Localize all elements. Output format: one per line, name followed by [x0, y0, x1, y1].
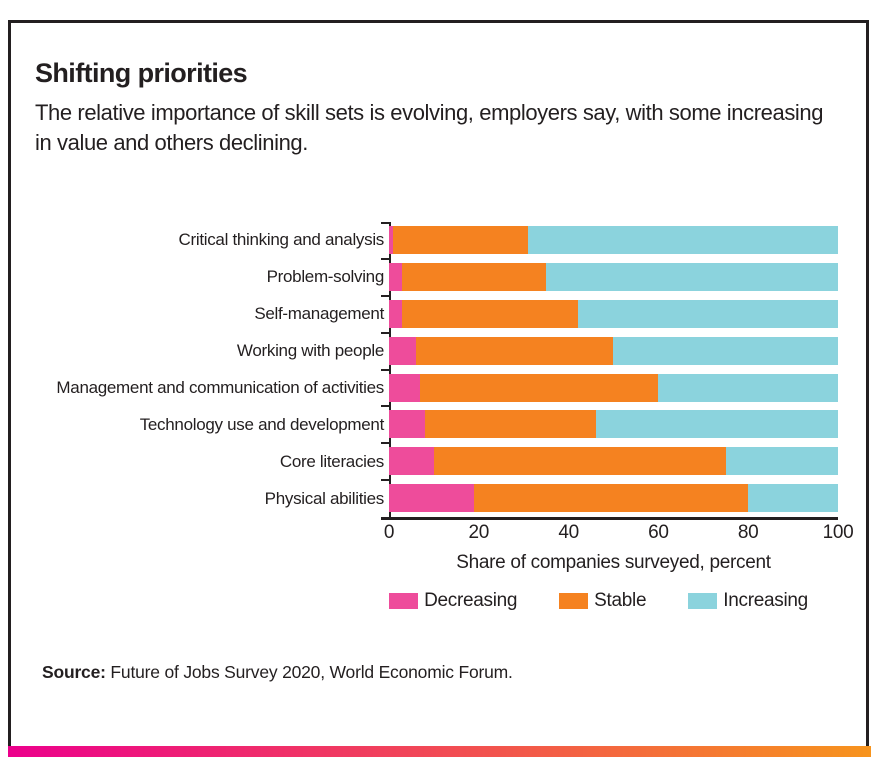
category-label: Management and communication of activiti…	[56, 377, 384, 397]
bar-track	[389, 373, 838, 402]
x-tick-label: 100	[822, 522, 854, 543]
bar-segment-decreasing	[389, 336, 416, 365]
chart-row: Self-management	[38, 296, 838, 333]
bar-segment-decreasing	[389, 226, 394, 254]
bar-segment-stable	[433, 447, 726, 476]
y-axis-tick	[381, 442, 389, 445]
category-label: Physical abilities	[264, 488, 385, 508]
bar-segment-decreasing	[389, 410, 425, 439]
legend-label: Increasing	[723, 590, 808, 611]
legend-label: Decreasing	[424, 590, 518, 611]
legend-item-decreasing: Decreasing	[389, 590, 517, 612]
bar-segment-stable	[420, 373, 659, 402]
bar-segment-decreasing	[389, 299, 403, 328]
legend-label: Stable	[594, 590, 647, 611]
bar-track	[389, 299, 838, 328]
bar-track	[389, 484, 838, 513]
bar-track	[389, 410, 838, 439]
stacked-bar-chart: Critical thinking and analysis Problem-so…	[38, 222, 854, 642]
category-label: Working with people	[236, 341, 384, 361]
legend-item-stable: Stable	[559, 590, 647, 612]
bar-segment-decreasing	[389, 262, 403, 291]
legend-swatch-icon	[688, 593, 718, 609]
y-axis-tick	[381, 257, 389, 260]
y-axis-tick	[381, 222, 389, 224]
bar-segment-increasing	[613, 336, 838, 365]
bar-segment-stable	[474, 484, 749, 513]
bar-segment-decreasing	[389, 484, 475, 513]
chart-row: Critical thinking and analysis	[38, 222, 838, 259]
x-tick-label: 20	[468, 522, 490, 543]
category-label: Self-management	[254, 304, 384, 324]
plot-area: Critical thinking and analysis Problem-so…	[38, 222, 838, 520]
legend-swatch-icon	[559, 593, 589, 609]
x-axis-line	[381, 517, 838, 520]
x-tick-label: 60	[648, 522, 669, 543]
bar-segment-increasing	[725, 447, 838, 476]
bar-segment-stable	[402, 299, 578, 328]
chart-row: Core literacies	[38, 443, 838, 480]
chart-row: Technology use and development	[38, 406, 838, 443]
legend-swatch-icon	[389, 593, 419, 609]
bar-track	[389, 262, 838, 291]
gradient-bar	[8, 746, 871, 757]
y-axis-line	[389, 222, 391, 517]
y-axis-tick	[381, 479, 389, 482]
source-text: Future of Jobs Survey 2020, World Econom…	[105, 662, 513, 682]
x-tick-label: 80	[737, 522, 759, 543]
bar-segment-stable	[415, 336, 614, 365]
y-axis-tick	[381, 368, 389, 371]
x-tick-label: 40	[558, 522, 579, 543]
category-label: Core literacies	[279, 451, 384, 471]
card-border	[8, 20, 869, 749]
x-axis-ticks: 0 20 40 60 80 100	[384, 522, 854, 546]
chart-row: Physical abilities	[38, 480, 838, 517]
y-axis-tick	[381, 294, 389, 297]
source-note: Source: Future of Jobs Survey 2020, Worl…	[42, 662, 513, 683]
chart-row: Problem-solving	[38, 259, 838, 296]
bar-segment-increasing	[577, 299, 838, 328]
bar-segment-increasing	[528, 226, 838, 254]
chart-row: Working with people	[38, 333, 838, 370]
y-axis-tick	[381, 331, 389, 334]
chart-row: Management and communication of activiti…	[38, 370, 838, 407]
bar-segment-decreasing	[389, 447, 434, 476]
category-label: Critical thinking and analysis	[178, 230, 385, 250]
bar-segment-decreasing	[389, 373, 421, 402]
bar-segment-stable	[402, 262, 547, 291]
chart-subtitle: The relative importance of skill sets is…	[35, 100, 824, 155]
bar-segment-increasing	[595, 410, 838, 439]
bar-track	[389, 447, 838, 476]
category-label: Problem-solving	[266, 267, 385, 287]
bar-segment-stable	[393, 226, 529, 254]
bar-segment-increasing	[546, 262, 838, 291]
source-label: Source:	[42, 662, 106, 682]
x-tick-label: 0	[383, 522, 395, 543]
bar-track	[389, 336, 838, 365]
bar-segment-increasing	[748, 484, 838, 513]
legend: Decreasing Stable Increasing	[309, 590, 875, 612]
x-axis-title: Share of companies surveyed, percent	[456, 552, 771, 573]
bar-segment-stable	[424, 410, 596, 439]
bar-track	[389, 226, 838, 254]
legend-item-increasing: Increasing	[688, 590, 808, 612]
y-axis-tick	[381, 405, 389, 408]
bar-segment-increasing	[658, 373, 838, 402]
category-label: Technology use and development	[139, 414, 385, 434]
chart-title: Shifting priorities	[35, 58, 248, 88]
